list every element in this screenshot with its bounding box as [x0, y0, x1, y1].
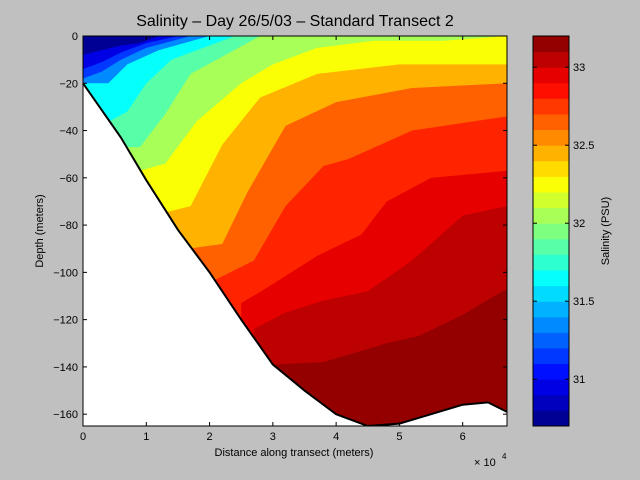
colorbar-band: [533, 51, 569, 68]
colorbar: 31 31.5 32 32.5 33 Salinity (PSU): [532, 35, 612, 427]
y-tick-label: −160: [53, 409, 78, 421]
y-axis: 0 −20 −40 −60 −80 −100 −120 −140 −160: [53, 31, 507, 421]
chart-title: Salinity – Day 26/5/03 – Standard Transe…: [136, 13, 454, 30]
colorbar-band: [533, 192, 569, 209]
colorbar-band: [533, 129, 569, 146]
x-tick-label: 6: [460, 431, 466, 443]
colorbar-band: [533, 67, 569, 84]
colorbar-band: [533, 145, 569, 162]
y-tick-label: −40: [59, 126, 78, 138]
colorbar-tick-label: 31.5: [573, 296, 594, 308]
colorbar-band: [533, 176, 569, 193]
y-tick-label: −120: [53, 315, 78, 327]
colorbar-band: [533, 363, 569, 380]
colorbar-label: Salinity (PSU): [600, 197, 612, 265]
colorbar-band: [533, 301, 569, 318]
colorbar-band: [533, 394, 569, 411]
x-axis: 0 1 2 3 4 5 6: [80, 36, 466, 443]
y-tick-label: 0: [72, 31, 78, 43]
x-tick-label: 4: [333, 431, 339, 443]
colorbar-band: [533, 410, 569, 427]
x-tick-label: 0: [80, 431, 86, 443]
colorbar-band: [533, 82, 569, 99]
colorbar-band: [533, 36, 569, 53]
plot-frame: [82, 35, 508, 427]
colorbar-bands: [533, 36, 569, 427]
colorbar-tick-label: 33: [573, 62, 585, 74]
y-axis-label: Depth (meters): [34, 194, 46, 267]
seafloor-mask: [83, 83, 507, 426]
contour-band: [272, 288, 507, 426]
colorbar-band: [533, 223, 569, 240]
colorbar-band: [533, 238, 569, 255]
x-tick-label: 5: [396, 431, 402, 443]
colorbar-band: [533, 332, 569, 349]
colorbar-frame: [532, 35, 570, 427]
y-tick-label: −100: [53, 267, 78, 279]
y-tick-label: −60: [59, 173, 78, 185]
x-axis-label: Distance along transect (meters): [215, 447, 374, 459]
y-tick-label: −80: [59, 220, 78, 232]
colorbar-band: [533, 160, 569, 177]
y-tick-label: −140: [53, 362, 78, 374]
x-axis-multiplier: × 10: [474, 457, 496, 469]
colorbar-tick-label: 31: [573, 374, 585, 386]
colorbar-band: [533, 348, 569, 365]
x-tick-label: 3: [270, 431, 276, 443]
colorbar-band: [533, 285, 569, 302]
colorbar-band: [533, 270, 569, 287]
x-tick-label: 2: [207, 431, 213, 443]
colorbar-band: [533, 207, 569, 224]
x-axis-multiplier-exponent: 4: [502, 452, 507, 461]
colorbar-band: [533, 379, 569, 396]
colorbar-band: [533, 316, 569, 333]
colorbar-band: [533, 98, 569, 115]
colorbar-ticks: 31 31.5 32 32.5 33: [533, 62, 594, 386]
seafloor-line: [83, 82, 507, 426]
colorbar-band: [533, 114, 569, 131]
colorbar-tick-label: 32.5: [573, 140, 594, 152]
colorbar-band: [533, 254, 569, 271]
colorbar-tick-label: 32: [573, 218, 585, 230]
seafloor-layer: [83, 82, 507, 426]
x-tick-label: 1: [143, 431, 149, 443]
y-tick-label: −20: [59, 78, 78, 90]
plot-area: 0 1 2 3 4 5 6 0 −20 −40 −60 −80 −100 −120 −140 −160: [53, 31, 508, 443]
